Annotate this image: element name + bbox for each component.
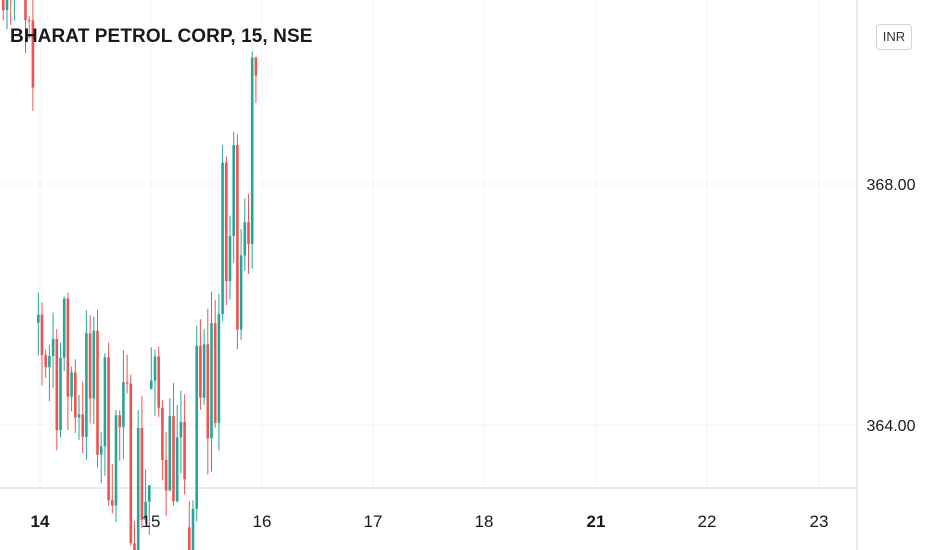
candle-body [2, 0, 5, 11]
candle-body [70, 372, 73, 397]
candle-body [140, 427, 144, 520]
candle-body [81, 414, 84, 437]
x-tick-label: 23 [810, 512, 829, 531]
candle-body [195, 345, 198, 509]
candle-body [88, 333, 92, 399]
x-tick-label: 16 [253, 512, 272, 531]
candle-body [161, 407, 164, 460]
candle-body [24, 0, 27, 21]
candle-body [85, 333, 88, 437]
candle-body [221, 162, 224, 315]
x-tick-label: 17 [364, 512, 383, 531]
candle-body [122, 382, 125, 428]
x-tick-label: 21 [587, 512, 606, 531]
chart-title: BHARAT PETROL CORP, 15, NSE [10, 26, 313, 47]
candle-body [96, 330, 99, 455]
candle-body [66, 298, 70, 397]
candle-body [213, 323, 217, 423]
candle-body [129, 383, 133, 544]
candle-body [250, 57, 254, 245]
candle-body [48, 355, 51, 368]
candle-body [107, 357, 110, 501]
candle-body [136, 427, 140, 550]
candle-body [27, 20, 31, 22]
candle-body [99, 446, 103, 455]
candle-body [254, 57, 258, 76]
candle-body [236, 144, 239, 330]
candle-body [74, 372, 77, 418]
candle-body [133, 543, 136, 550]
candle-body [188, 527, 191, 550]
candle-body [92, 330, 96, 399]
candle-body [157, 356, 160, 408]
candle-body [175, 437, 179, 502]
candle-body [168, 416, 172, 491]
candle-body [172, 416, 175, 502]
candle-body [183, 421, 186, 480]
candle-body [150, 380, 153, 389]
candle-body [111, 500, 114, 506]
candle-body [37, 314, 40, 323]
currency-badge[interactable]: INR [876, 24, 912, 50]
candle-body [62, 298, 66, 358]
candle-body [31, 20, 35, 88]
candle-body [247, 222, 250, 245]
candle-body [40, 314, 44, 356]
candle-body [144, 501, 147, 520]
candles [2, 0, 258, 550]
candle-body [164, 459, 168, 491]
candle-body [239, 255, 243, 330]
candle-body [232, 144, 235, 236]
x-tick-label: 22 [698, 512, 717, 531]
candle-body [59, 357, 62, 431]
candle-body [243, 222, 247, 256]
candle-body [228, 235, 232, 282]
candle-body [44, 355, 47, 368]
candle-body [225, 162, 228, 282]
x-tick-label: 18 [475, 512, 494, 531]
y-tick-label: 368.00 [867, 177, 916, 194]
candle-body [5, 0, 9, 11]
candle-body [51, 338, 55, 356]
candle-body [55, 338, 59, 431]
candle-body [217, 314, 221, 423]
candle-body [77, 414, 81, 418]
candle-body [199, 345, 202, 398]
y-tick-label: 364.00 [867, 418, 916, 435]
candle-body [153, 356, 157, 381]
candle-body [210, 323, 213, 439]
candle-body [125, 382, 129, 384]
candle-body [114, 415, 118, 506]
candle-body [103, 357, 107, 447]
price-axis-bg [858, 0, 932, 550]
candle-body [148, 485, 151, 502]
candle-body [191, 508, 195, 550]
candle-body [179, 421, 183, 438]
candle-body [202, 344, 206, 398]
x-tick-label: 14 [31, 512, 50, 531]
candle-body [118, 415, 121, 428]
candle-body [206, 344, 210, 439]
x-tick-label: 15 [142, 512, 161, 531]
